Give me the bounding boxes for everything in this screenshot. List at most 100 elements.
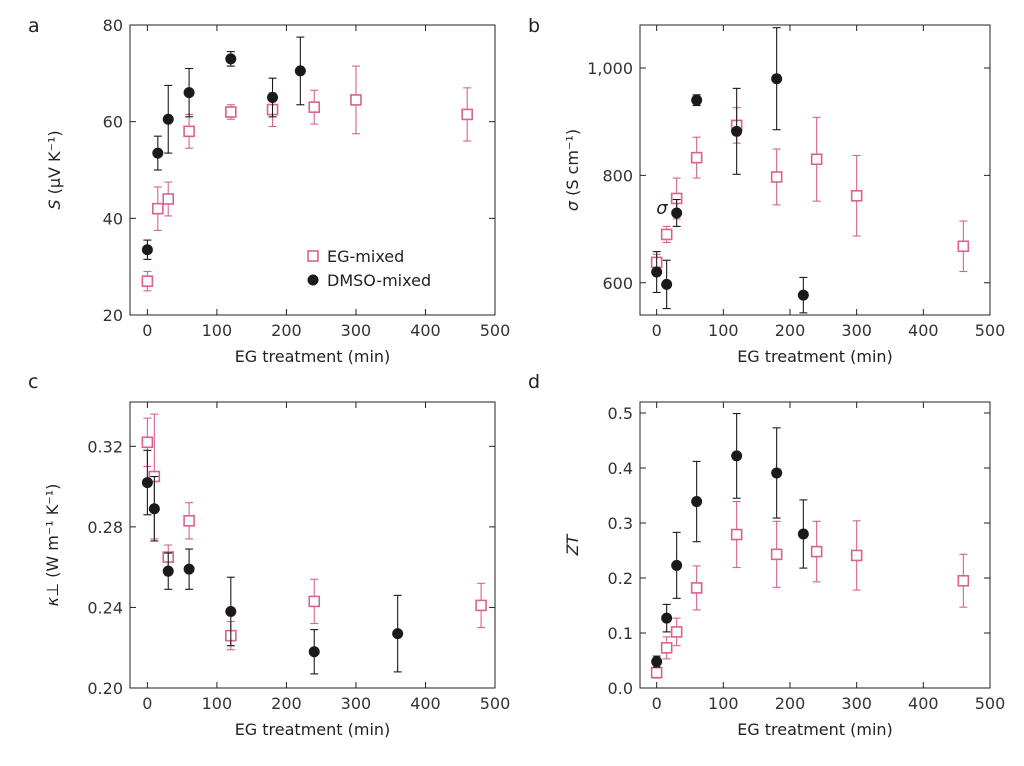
y-tick-label: 0.2 [608, 569, 633, 588]
data-point [731, 125, 743, 137]
data-point [670, 626, 683, 638]
x-tick-label: 500 [480, 694, 511, 713]
data-point [225, 106, 237, 118]
y-tick-label: 0.5 [608, 404, 633, 423]
data-point [141, 275, 154, 287]
data-point [475, 599, 487, 612]
data-point [690, 151, 703, 164]
series-eg-mixed [650, 500, 970, 679]
x-tick-label: 400 [410, 321, 441, 340]
data-point [671, 559, 683, 571]
data-point [770, 548, 783, 561]
data-point [957, 574, 970, 587]
data-point [148, 503, 160, 515]
data-point [810, 545, 823, 558]
y-axis-label: S (μV K⁻¹) [45, 130, 64, 209]
data-point [651, 656, 663, 668]
x-tick-label: 200 [775, 694, 806, 713]
data-point [691, 496, 703, 508]
x-tick-label: 400 [908, 321, 939, 340]
plot-frame [639, 24, 991, 316]
data-point [957, 240, 970, 253]
data-point [461, 108, 473, 121]
x-tick-label: 500 [975, 694, 1006, 713]
data-point [771, 73, 783, 85]
data-point [308, 646, 320, 658]
annotation-label: σ [656, 198, 668, 219]
x-tick-label: 400 [908, 694, 939, 713]
y-tick-label: 0.4 [608, 459, 633, 478]
y-tick-label: 0.24 [87, 598, 123, 617]
x-tick-label: 100 [708, 694, 739, 713]
data-point [225, 605, 237, 617]
y-axis-label-unit: (S cm⁻¹) [563, 129, 582, 201]
legend-marker [307, 274, 319, 286]
x-tick-label: 500 [975, 321, 1006, 340]
x-axis-label: EG treatment (min) [737, 347, 893, 366]
data-point [308, 101, 321, 113]
x-tick-label: 300 [841, 694, 872, 713]
data-point [650, 666, 663, 679]
data-point [651, 266, 663, 278]
y-tick-label: 0.1 [608, 624, 633, 643]
series-dmso-mixed [651, 412, 809, 668]
data-point [152, 147, 164, 159]
data-point [797, 289, 809, 301]
data-point [671, 207, 683, 219]
data-point [225, 53, 237, 65]
x-axis-label: EG treatment (min) [235, 347, 391, 366]
y-tick-label: 600 [602, 274, 633, 293]
y-axis-label-unit: (μV K⁻¹) [45, 130, 64, 199]
data-point [797, 528, 809, 540]
x-tick-label: 100 [202, 694, 233, 713]
data-point [267, 92, 279, 103]
panel-letter-b: b [528, 15, 540, 37]
data-point [183, 87, 195, 99]
panel-d: d 0 100 200 300 400 500 0.0 0.1 0.2 0.3 0.4 0.5 EG tr… [528, 371, 1005, 739]
y-tick-label: 40 [103, 209, 123, 228]
y-tick-label: 20 [103, 306, 123, 325]
y-tick-label: 80 [103, 16, 123, 35]
data-point [660, 642, 673, 654]
data-point [850, 549, 863, 562]
y-axis-label-unit: (W m⁻¹ K⁻¹) [43, 484, 62, 583]
series-dmso-mixed [141, 36, 306, 260]
data-point [850, 189, 863, 202]
data-point [810, 153, 823, 166]
x-tick-label: 400 [410, 694, 441, 713]
y-axis-label-symbol: S [45, 199, 64, 209]
data-point [661, 278, 673, 290]
y-tick-label: 0.0 [608, 679, 633, 698]
x-tick-label: 300 [341, 321, 372, 340]
plot-frame [129, 24, 496, 316]
series-eg-mixed [141, 413, 487, 651]
y-tick-label: 0.32 [87, 437, 123, 456]
y-tick-label: 0.28 [87, 518, 123, 537]
x-tick-label: 300 [341, 694, 372, 713]
x-tick-label: 100 [202, 321, 233, 340]
data-point [294, 65, 306, 77]
y-axis-label: ZT [563, 533, 582, 556]
x-axis-label: EG treatment (min) [235, 720, 391, 739]
y-tick-label: 0.3 [608, 514, 633, 533]
x-tick-label: 200 [775, 321, 806, 340]
data-point [183, 125, 195, 138]
x-tick-label: 0 [142, 321, 152, 340]
panel-b: b 0 100 200 300 400 500 600 800 1,000 EG treatment… [528, 15, 1005, 366]
y-tick-label: 60 [103, 113, 123, 132]
data-point [660, 228, 673, 241]
panel-letter-d: d [528, 371, 540, 393]
data-point [730, 528, 743, 541]
data-point [141, 477, 153, 489]
legend-marker [307, 250, 319, 262]
data-point [350, 94, 362, 106]
x-tick-label: 100 [708, 321, 739, 340]
data-point [661, 612, 673, 624]
data-point [690, 582, 703, 594]
x-tick-label: 0 [652, 694, 662, 713]
data-point [392, 628, 404, 640]
data-point [770, 171, 783, 183]
x-tick-label: 200 [271, 321, 302, 340]
y-axis-label-symbol: σ [563, 200, 582, 211]
